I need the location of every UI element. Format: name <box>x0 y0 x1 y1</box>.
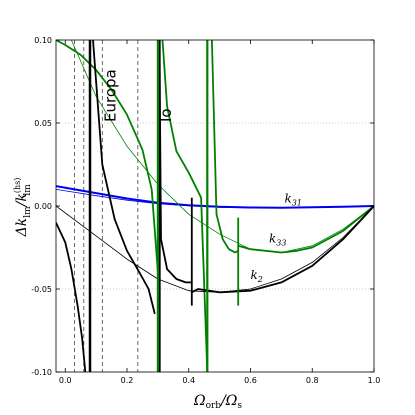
series-line <box>56 40 159 273</box>
y-axis-label: Δklm/k(hs)lm <box>13 178 33 238</box>
x-tick-label: 0.8 <box>306 376 319 385</box>
grid <box>56 122 374 290</box>
x-tick-label: 0.4 <box>182 376 195 385</box>
label-k2: k2 <box>251 268 263 284</box>
x-tick-label: 0.2 <box>121 376 134 385</box>
y-tick-label: -0.10 <box>31 368 52 377</box>
series-line <box>211 40 239 254</box>
x-tick-label: 0.6 <box>244 376 257 385</box>
series-line <box>237 205 374 254</box>
label-k31: k31 <box>284 192 301 208</box>
series-line <box>161 40 209 372</box>
ticks: 0.0 0.2 0.4 0.6 0.8 1.0 -0.10 -0.05 0.00 0.05 0.10 <box>31 36 380 385</box>
moon-labels: Europa Io <box>101 69 175 122</box>
x-tick-label: 0.0 <box>59 376 72 385</box>
series-line <box>158 40 192 284</box>
label-k33: k33 <box>269 232 286 248</box>
moon-label-europa: Europa <box>101 69 119 122</box>
y-tick-label: 0.10 <box>34 36 52 45</box>
x-axis-label: Ωorb/Ωs <box>193 393 242 411</box>
moon-label-io: Io <box>157 108 175 122</box>
series-line <box>71 40 374 253</box>
dashed-lines <box>74 40 139 372</box>
series-line <box>56 189 374 209</box>
series-line <box>56 222 87 372</box>
series-line <box>92 40 156 315</box>
y-tick-label: 0.00 <box>34 202 52 211</box>
x-tick-label: 1.0 <box>368 376 381 385</box>
series-line <box>191 205 374 294</box>
series-group <box>56 40 374 372</box>
y-tick-label: -0.05 <box>31 285 52 294</box>
y-tick-label: 0.05 <box>34 119 52 128</box>
